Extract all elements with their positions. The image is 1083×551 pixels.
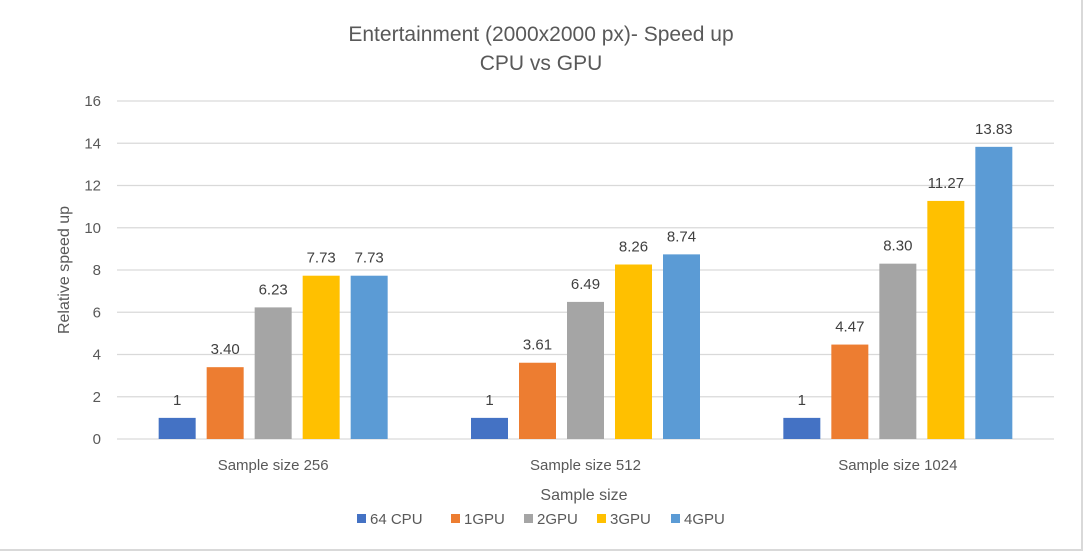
bar-3gpu-1 <box>302 275 340 439</box>
bar-4gpu-2 <box>663 254 700 439</box>
x-tick-label: Sample size 1024 <box>838 457 957 474</box>
bar-3gpu-3 <box>927 200 965 439</box>
bars <box>158 146 1013 439</box>
bar-64-cpu-2 <box>471 417 508 439</box>
bar-4gpu-3 <box>975 146 1013 439</box>
legend-swatch <box>451 514 460 523</box>
data-label: 3.40 <box>211 341 240 358</box>
y-tick-label: 12 <box>84 178 101 195</box>
y-tick-label: 14 <box>84 135 101 152</box>
data-label: 8.30 <box>883 238 912 255</box>
data-label: 7.73 <box>307 250 336 267</box>
bar-64-cpu-1 <box>158 417 196 439</box>
legend-swatch <box>357 514 366 523</box>
data-label: 1 <box>173 392 181 409</box>
y-tick-label: 16 <box>84 93 101 110</box>
legend-swatch <box>524 514 533 523</box>
bar-1gpu-2 <box>519 362 556 439</box>
y-tick-label: 2 <box>93 389 101 406</box>
data-label: 1 <box>798 392 806 409</box>
legend-label: 3GPU <box>610 511 651 528</box>
legend-item-4gpu[interactable]: 4GPU <box>671 511 725 528</box>
x-axis-ticks: Sample size 256 Sample size 512 Sample siz… <box>218 457 958 474</box>
y-tick-label: 10 <box>84 220 101 237</box>
legend: 64 CPU 1GPU 2GPU 3GPU 4GPU <box>357 511 725 528</box>
y-tick-label: 4 <box>93 347 101 364</box>
legend-item-3gpu[interactable]: 3GPU <box>597 511 651 528</box>
data-labels: 1 3.40 6.23 7.73 7.73 1 3.61 6.49 8.26 8.74 1 4.47 8… <box>173 121 1013 409</box>
legend-item-1gpu[interactable]: 1GPU <box>451 511 505 528</box>
data-label: 6.49 <box>571 276 600 293</box>
bar-1gpu-1 <box>206 367 244 439</box>
data-label: 1 <box>485 392 493 409</box>
x-axis-title: Sample size <box>540 487 627 504</box>
bar-2gpu-2 <box>567 301 604 439</box>
bar-1gpu-3 <box>831 344 869 439</box>
bar-64-cpu-3 <box>783 417 821 439</box>
bar-2gpu-1 <box>254 307 292 439</box>
legend-item-64-cpu[interactable]: 64 CPU <box>357 511 423 528</box>
bar-3gpu-2 <box>615 264 652 439</box>
data-label: 8.74 <box>667 228 696 245</box>
y-tick-label: 0 <box>93 431 101 448</box>
y-axis-ticks: 0 2 4 6 8 10 12 14 16 <box>84 93 101 448</box>
data-label: 13.83 <box>975 121 1013 138</box>
legend-swatch <box>671 514 680 523</box>
bar-2gpu-3 <box>879 263 917 439</box>
y-tick-label: 8 <box>93 262 101 279</box>
legend-item-2gpu[interactable]: 2GPU <box>524 511 578 528</box>
chart-title: Entertainment (2000x2000 px)- Speed up <box>348 23 733 46</box>
data-label: 3.61 <box>523 337 552 354</box>
legend-label: 1GPU <box>464 511 505 528</box>
data-label: 11.27 <box>928 175 964 192</box>
legend-label: 2GPU <box>537 511 578 528</box>
data-label: 4.47 <box>835 319 864 336</box>
y-tick-label: 6 <box>93 304 101 321</box>
legend-label: 4GPU <box>684 511 725 528</box>
legend-swatch <box>597 514 606 523</box>
data-label: 6.23 <box>259 281 288 298</box>
bar-4gpu-1 <box>350 275 388 439</box>
data-label: 7.73 <box>355 250 384 267</box>
x-tick-label: Sample size 256 <box>218 457 329 474</box>
chart-subtitle: CPU vs GPU <box>480 52 603 75</box>
data-label: 8.26 <box>619 239 648 256</box>
y-axis-title: Relative speed up <box>56 206 73 334</box>
x-tick-label: Sample size 512 <box>530 457 641 474</box>
legend-label: 64 CPU <box>370 511 423 528</box>
